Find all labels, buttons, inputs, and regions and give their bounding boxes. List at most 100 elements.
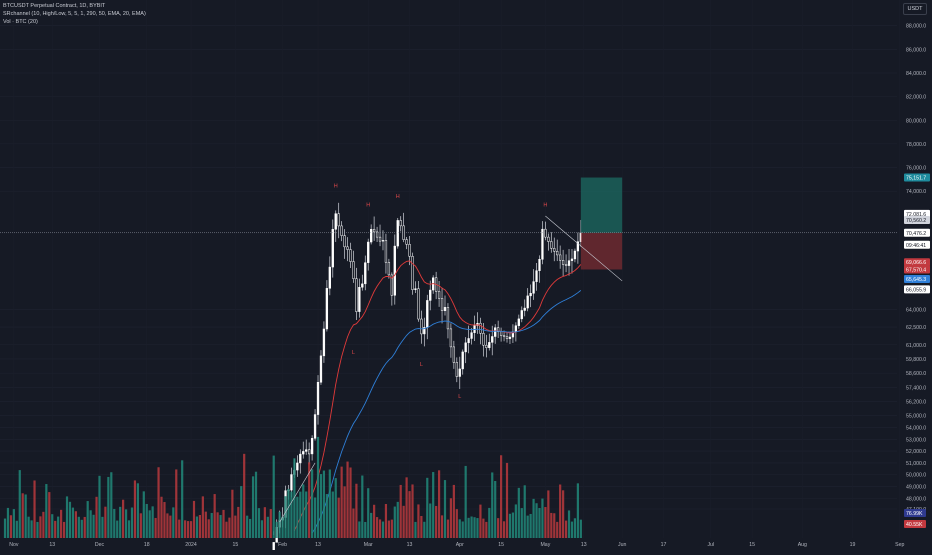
volume-bar xyxy=(417,504,420,538)
volume-bar xyxy=(340,466,343,538)
volume-bar xyxy=(169,515,172,538)
volume-bar xyxy=(364,521,367,538)
volume-bar xyxy=(491,472,494,538)
volume-bar xyxy=(136,483,139,538)
volume-bar xyxy=(296,496,299,538)
candle-body xyxy=(322,328,326,357)
y-tick-label: 76,000.0 xyxy=(906,166,926,172)
y-tick-label: 53,000.0 xyxy=(906,437,926,443)
volume-bar xyxy=(387,520,390,538)
candle-body xyxy=(514,325,518,333)
volume-bar xyxy=(290,491,293,538)
volume-bar xyxy=(544,507,547,538)
candle-body xyxy=(508,336,512,339)
candle-body xyxy=(387,262,391,276)
candle-body xyxy=(381,240,385,242)
x-tick-label: 17 xyxy=(661,542,667,548)
volume-bar xyxy=(337,497,340,538)
volume-bar xyxy=(334,478,337,538)
volume-bar xyxy=(142,491,145,538)
volume-bar xyxy=(508,513,512,538)
y-tick-label: 59,800.0 xyxy=(906,357,926,363)
candle-body xyxy=(308,449,311,455)
volume-bar xyxy=(532,498,535,538)
volume-bar xyxy=(42,511,45,538)
volume-bar xyxy=(243,453,246,538)
volume-bar xyxy=(133,480,137,538)
volume-bar xyxy=(538,507,541,538)
trendline xyxy=(545,215,623,282)
x-tick-label: Aug xyxy=(798,542,807,548)
pattern-label: L xyxy=(458,394,461,400)
currency-selector[interactable]: USDT xyxy=(903,3,927,15)
volume-bar xyxy=(186,521,190,538)
volume-bar xyxy=(570,521,574,538)
volume-label: 40.55K xyxy=(906,522,923,528)
indicator-volume-label[interactable]: Vol · BTC (20) xyxy=(3,19,38,25)
volume-bar xyxy=(195,516,199,538)
volume-bar xyxy=(322,470,326,538)
volume-bar xyxy=(95,496,98,538)
candle-body xyxy=(296,462,299,471)
volume-bar xyxy=(15,520,18,538)
volume-bar xyxy=(192,500,196,538)
volume-bar xyxy=(71,507,75,538)
volume-bar xyxy=(124,509,128,538)
candle-body xyxy=(272,542,275,555)
indicator-srchannel-label[interactable]: SRchannel (10, High/Low, 5, 5, 1, 290, 5… xyxy=(3,11,146,17)
candle-body xyxy=(299,453,302,464)
price-label-box xyxy=(904,265,930,274)
candle-body xyxy=(337,213,340,227)
symbol-title[interactable]: BTCUSDT Perpetual Contract, 1D, BYBIT xyxy=(3,3,106,9)
volume-bar xyxy=(458,519,461,538)
volume-bar xyxy=(437,470,441,538)
volume-bar xyxy=(110,472,113,538)
candle-body xyxy=(364,262,367,285)
candle-body xyxy=(446,307,450,330)
trendline xyxy=(279,462,316,523)
volume-bar xyxy=(160,496,163,538)
volume-bar xyxy=(216,512,219,538)
candle-body xyxy=(485,344,488,348)
volume-bar xyxy=(225,521,228,538)
y-tick-label: 49,000.0 xyxy=(906,485,926,491)
candle-body xyxy=(538,259,541,271)
volume-bar xyxy=(559,484,562,538)
volume-bar xyxy=(21,493,24,538)
ema-fast-line xyxy=(293,260,582,532)
candle-body xyxy=(340,225,343,236)
volume-bar xyxy=(331,491,334,538)
price-label: 65,645.3 xyxy=(906,277,926,283)
x-tick-label: 15 xyxy=(232,542,238,548)
candle-body xyxy=(499,331,503,336)
volume-bar xyxy=(373,504,376,538)
candle-body xyxy=(488,342,491,348)
y-tick-label: 58,600.0 xyxy=(906,371,926,377)
candle-body xyxy=(535,270,538,282)
volume-label: 76.99K xyxy=(906,511,923,517)
candle-body xyxy=(520,310,523,320)
y-tick-label: 78,000.0 xyxy=(906,142,926,148)
volume-bar xyxy=(33,480,36,538)
candle-body xyxy=(420,318,423,335)
candle-body xyxy=(526,295,529,309)
x-tick-label: Mar xyxy=(364,542,373,548)
volume-bar xyxy=(260,520,264,538)
volume-bar xyxy=(65,496,69,538)
candle-body xyxy=(470,332,473,339)
candle-body xyxy=(464,342,467,353)
y-tick-label: 61,000.0 xyxy=(906,343,926,349)
volume-bar xyxy=(311,469,314,538)
volume-bar xyxy=(514,504,517,538)
candle-body xyxy=(452,346,456,363)
volume-bar xyxy=(381,521,385,538)
volume-bar xyxy=(420,516,423,538)
candle-body xyxy=(576,241,580,252)
candle-body xyxy=(440,298,444,311)
price-label: 09:46:41 xyxy=(906,243,926,249)
y-tick-label: 52,000.0 xyxy=(906,449,926,455)
volume-bar xyxy=(358,521,361,538)
x-tick-label: Feb xyxy=(278,542,287,548)
